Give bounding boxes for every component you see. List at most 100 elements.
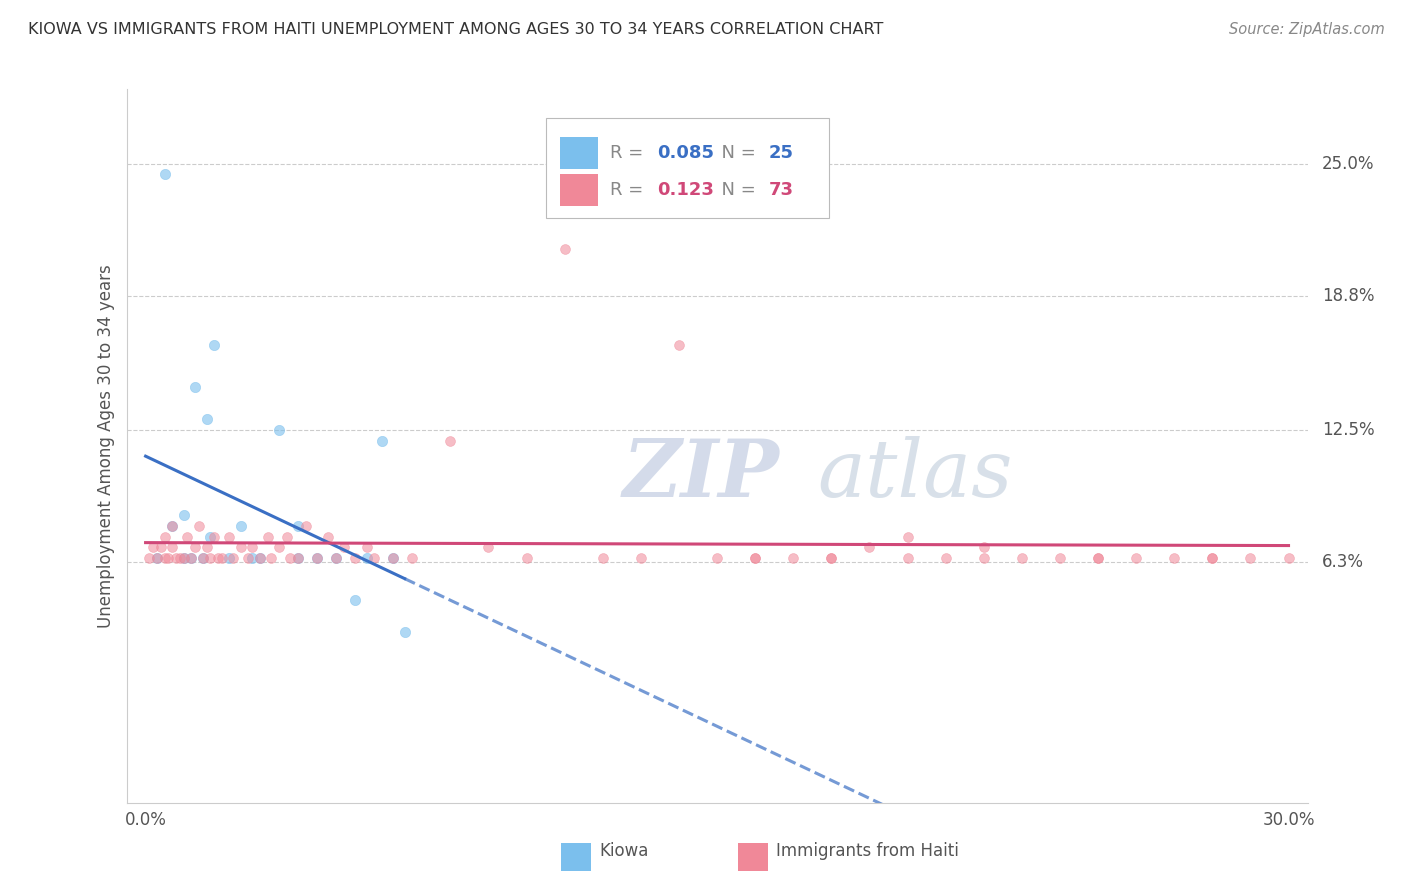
Point (935, 550, 957, 565)
Text: R =: R = (610, 181, 648, 199)
Point (305, 550, 328, 565)
Point (162, 519, 184, 533)
Text: 73: 73 (769, 181, 794, 199)
Point (218, 550, 240, 565)
Point (229, 519, 252, 533)
Point (267, 423, 290, 437)
Point (249, 550, 271, 565)
Point (1201, 550, 1223, 565)
Point (240, 550, 263, 565)
Point (1087, 550, 1109, 565)
Point (1163, 550, 1185, 565)
Point (229, 540, 252, 554)
Point (325, 550, 347, 565)
Point (173, 508, 195, 523)
Point (180, 550, 202, 565)
Point (184, 380, 207, 394)
Point (240, 540, 263, 554)
Point (157, 550, 180, 565)
Point (1087, 550, 1109, 565)
Point (744, 550, 766, 565)
Point (195, 540, 218, 554)
Point (973, 540, 995, 554)
Point (1201, 550, 1223, 565)
Point (382, 550, 405, 565)
Text: N =: N = (710, 144, 762, 161)
Point (173, 550, 195, 565)
Point (858, 540, 880, 554)
Point (180, 550, 202, 565)
FancyBboxPatch shape (738, 844, 768, 871)
Point (554, 242, 576, 256)
Text: 25: 25 (769, 144, 794, 161)
Text: KIOWA VS IMMIGRANTS FROM HAITI UNEMPLOYMENT AMONG AGES 30 TO 34 YEARS CORRELATIO: KIOWA VS IMMIGRANTS FROM HAITI UNEMPLOYM… (28, 22, 883, 37)
Point (191, 550, 214, 565)
Point (706, 550, 728, 565)
Point (138, 550, 160, 565)
Point (744, 550, 766, 565)
Point (356, 540, 378, 554)
Text: Immigrants from Haiti: Immigrants from Haiti (776, 842, 959, 860)
Point (146, 550, 169, 565)
Point (187, 519, 209, 533)
Point (218, 529, 240, 543)
Y-axis label: Unemployment Among Ages 30 to 34 years: Unemployment Among Ages 30 to 34 years (97, 264, 115, 628)
Point (394, 625, 416, 640)
Text: N =: N = (710, 181, 762, 199)
Point (200, 529, 222, 543)
Point (267, 540, 290, 554)
Text: 12.5%: 12.5% (1322, 421, 1375, 439)
Point (287, 550, 309, 565)
Point (162, 540, 184, 554)
Point (184, 540, 207, 554)
Point (318, 529, 340, 543)
Point (477, 540, 499, 554)
Point (173, 550, 195, 565)
Point (592, 550, 614, 565)
Text: Source: ZipAtlas.com: Source: ZipAtlas.com (1229, 22, 1385, 37)
Point (176, 529, 198, 543)
Point (973, 550, 995, 565)
Point (153, 550, 176, 565)
Point (1239, 550, 1261, 565)
Point (202, 529, 225, 543)
Point (211, 550, 233, 565)
Point (356, 550, 378, 565)
Point (200, 550, 222, 565)
Point (344, 550, 367, 565)
Text: Kiowa: Kiowa (599, 842, 648, 860)
Point (165, 550, 187, 565)
Point (287, 550, 309, 565)
Point (332, 540, 354, 554)
FancyBboxPatch shape (560, 174, 598, 206)
Point (668, 338, 690, 352)
Point (256, 529, 278, 543)
Point (280, 550, 302, 565)
Point (207, 550, 229, 565)
Point (516, 550, 538, 565)
Point (820, 550, 842, 565)
FancyBboxPatch shape (546, 118, 830, 218)
Point (820, 550, 842, 565)
Point (238, 550, 260, 565)
Point (344, 593, 367, 607)
Point (249, 550, 271, 565)
Point (191, 550, 214, 565)
Point (169, 550, 191, 565)
Point (287, 519, 309, 533)
Point (305, 550, 328, 565)
Point (260, 550, 283, 565)
Text: R =: R = (610, 144, 648, 161)
Point (401, 550, 423, 565)
Point (630, 550, 652, 565)
Point (294, 519, 316, 533)
Text: 0.123: 0.123 (657, 181, 714, 199)
FancyBboxPatch shape (561, 844, 591, 871)
Point (162, 519, 184, 533)
Point (371, 434, 394, 448)
Text: 0.085: 0.085 (657, 144, 714, 161)
Point (439, 434, 461, 448)
Point (222, 550, 245, 565)
Text: 25.0%: 25.0% (1322, 154, 1374, 173)
Point (1011, 550, 1033, 565)
